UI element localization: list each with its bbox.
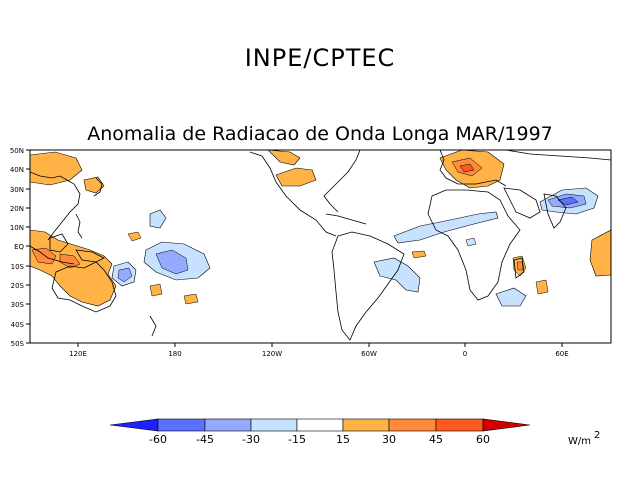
- lat-label-30n: 30N: [10, 186, 24, 194]
- coastline-japan: [93, 177, 103, 197]
- map-frame: [29, 149, 612, 344]
- colorbar-swatch-below-minus60: [109, 418, 159, 432]
- positive-anomaly-us-southwest: [275, 167, 317, 187]
- coastline-philippines: [75, 213, 83, 239]
- lat-label-20n: 20N: [10, 205, 24, 213]
- colorbar-unit-main: W/m: [568, 436, 591, 447]
- coastline-new-zealand: [149, 315, 157, 337]
- colorbar-label-60: 60: [476, 433, 490, 446]
- latitude-axis: 50N 40N 30N 20N 10N EQ 10S 20S 30S 40S 5…: [10, 147, 30, 348]
- lat-label-30s: 30S: [11, 301, 25, 309]
- colorbar-label-minus45: -45: [196, 433, 214, 446]
- colorbar-swatch-15-30: [342, 418, 390, 432]
- negative-anomaly-central-pacific-core: [155, 249, 189, 275]
- lat-label-10n: 10N: [10, 224, 24, 232]
- coastline-north-america: [249, 151, 337, 237]
- positive-anomaly-south-indian: [535, 279, 549, 295]
- lon-label-120e: 120E: [69, 350, 87, 358]
- coastline-arabia: [503, 187, 541, 219]
- colorbar-label-45: 45: [429, 433, 443, 446]
- colorbar-swatch-minus45-minus30: [204, 418, 252, 432]
- coastline-india: [543, 193, 567, 229]
- coastline-europe: [439, 150, 507, 187]
- colorbar-label-30: 30: [382, 433, 396, 446]
- coastline-sumatra-java: [30, 245, 75, 265]
- lat-label-50s: 50S: [11, 340, 25, 348]
- coastline-new-guinea: [75, 249, 105, 263]
- lat-label-50n: 50N: [10, 147, 24, 155]
- lat-label-40s: 40S: [11, 321, 25, 329]
- lon-label-0: 0: [463, 350, 467, 358]
- lon-label-180: 180: [168, 350, 181, 358]
- coastline-madagascar: [513, 257, 525, 279]
- negative-anomaly-south-africa: [495, 287, 527, 307]
- colorbar-swatch-above-60: [482, 418, 531, 432]
- lat-label-20s: 20S: [11, 282, 25, 290]
- positive-anomaly-madagascar-core: [516, 261, 524, 271]
- coastline-north-america-east: [323, 150, 361, 213]
- lat-label-40n: 40N: [10, 166, 24, 174]
- colorbar-swatch-minus60-minus45: [157, 418, 206, 432]
- longitude-axis: 120E 180 120W 60W 0 60E: [69, 343, 569, 358]
- colorbar-unit-exponent: 2: [594, 430, 600, 441]
- positive-anomaly-maritime-continent: [30, 229, 117, 307]
- lon-label-120w: 120W: [262, 350, 282, 358]
- positive-anomaly-west-pacific-small: [127, 231, 142, 242]
- lat-label-10s: 10S: [11, 263, 25, 271]
- negative-anomaly-west-pacific: [149, 209, 167, 229]
- colorbar-label-minus15: -15: [288, 433, 306, 446]
- colorbar-swatch-minus15-15: [296, 418, 344, 432]
- positive-anomaly-east-indian: [589, 229, 611, 277]
- coastline-caribbean: [325, 213, 367, 225]
- coastline-east-asia: [30, 171, 81, 241]
- anomaly-fields: [30, 150, 611, 307]
- colorbar: -60 -45 -30 -15 15 30 45 60 W/m2: [109, 418, 600, 447]
- colorbar-unit: W/m2: [568, 430, 600, 447]
- negative-anomaly-gulf-of-guinea: [465, 237, 477, 247]
- colorbar-swatch-30-45: [388, 418, 437, 432]
- organization-title: INPE/CPTEC: [244, 44, 396, 72]
- positive-anomaly-south-pacific-a: [149, 283, 163, 297]
- coastline-borneo: [49, 233, 69, 253]
- negative-anomaly-brazil: [373, 257, 421, 293]
- colorbar-swatch-45-60: [435, 418, 484, 432]
- colorbar-label-minus30: -30: [242, 433, 260, 446]
- coastlines: [30, 150, 611, 341]
- positive-anomaly-north-america: [267, 150, 301, 166]
- lat-label-eq: EQ: [14, 243, 24, 251]
- colorbar-label-minus60: -60: [149, 433, 167, 446]
- coastline-africa: [427, 189, 521, 301]
- coastline-south-america: [331, 231, 405, 341]
- coastline-asia-north: [505, 150, 611, 161]
- colorbar-swatch-minus30-minus15: [250, 418, 298, 432]
- positive-anomaly-north-asia: [30, 151, 83, 186]
- colorbar-label-15: 15: [336, 433, 350, 446]
- negative-anomaly-atlantic-band: [393, 211, 499, 244]
- positive-anomaly-south-pacific-b: [183, 293, 199, 305]
- positive-anomaly-east-atlantic: [411, 250, 427, 259]
- positive-anomaly-europe-max: [459, 163, 475, 173]
- negative-anomaly-south-west-pacific-core: [117, 267, 133, 283]
- positive-anomaly-new-guinea: [59, 253, 81, 269]
- lon-label-60w: 60W: [361, 350, 377, 358]
- map-title: Anomalia de Radiacao de Onda Longa MAR/1…: [87, 123, 553, 145]
- positive-anomaly-east-china: [83, 176, 105, 194]
- negative-anomaly-arabian-max: [557, 196, 579, 206]
- coastline-australia: [51, 261, 117, 313]
- lon-label-60e: 60E: [555, 350, 568, 358]
